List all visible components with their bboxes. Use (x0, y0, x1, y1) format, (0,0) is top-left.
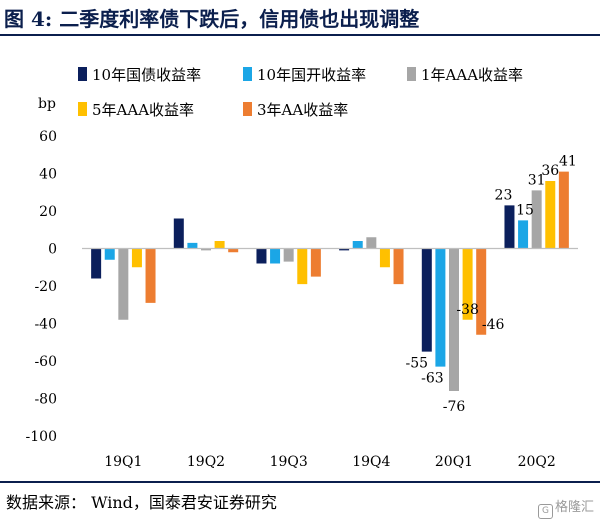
bar (379, 248, 390, 268)
bar (310, 248, 321, 277)
x-axis-ticks: 19Q1 19Q2 19Q3 19Q4 20Q1 20Q2 (104, 454, 556, 470)
legend-swatch-4 (243, 102, 252, 116)
y-tick-label: -100 (26, 429, 57, 445)
bar (366, 237, 377, 249)
bar (518, 220, 529, 249)
bar (187, 242, 198, 249)
watermark: G 格隆汇 (537, 496, 594, 519)
bar (118, 248, 129, 320)
x-tick-label: 19Q4 (352, 454, 390, 470)
y-tick-label: 60 (39, 129, 57, 145)
y-axis-ticks: -100 -80 -60 -40 -20 0 20 40 60 (26, 129, 57, 445)
bar (214, 241, 225, 249)
bars (91, 171, 569, 391)
bar (91, 248, 102, 279)
y-tick-label: -60 (34, 354, 57, 370)
data-label: -76 (443, 399, 466, 415)
bar (352, 241, 363, 249)
bar (435, 248, 446, 367)
footer-divider (0, 481, 600, 483)
title-divider (0, 34, 600, 36)
data-label: -46 (482, 317, 505, 333)
watermark-logo-icon: G (537, 504, 553, 519)
bar (476, 248, 487, 335)
legend: 10年国债收益率 10年国开收益率 1年AAA收益率 5年AAA收益率 3年AA收益率 (78, 66, 523, 119)
legend-swatch-2 (407, 67, 416, 81)
data-label: -55 (406, 356, 429, 372)
source-note: 数据来源： Wind，国泰君安证券研究 (6, 493, 277, 512)
x-tick-label: 20Q1 (435, 454, 473, 470)
y-tick-label: 40 (39, 167, 57, 183)
data-label: -38 (456, 302, 479, 318)
data-label: -63 (421, 371, 444, 387)
bar (393, 248, 404, 285)
bar (228, 248, 239, 253)
bar (297, 248, 308, 285)
x-tick-label: 20Q2 (518, 454, 556, 470)
bar (531, 190, 542, 249)
legend-label-0: 10年国债收益率 (92, 66, 201, 84)
y-tick-label: -20 (34, 279, 57, 295)
bar (339, 248, 350, 251)
y-tick-label: -40 (34, 317, 57, 333)
legend-label-1: 10年国开收益率 (257, 66, 366, 84)
bar (173, 218, 184, 249)
bar (558, 171, 569, 249)
bar (256, 248, 267, 264)
bar (545, 181, 556, 249)
bar (131, 248, 142, 268)
data-label: 31 (528, 172, 546, 188)
legend-label-3: 5年AAA收益率 (92, 101, 194, 119)
legend-swatch-3 (78, 102, 87, 116)
legend-swatch-0 (78, 67, 87, 81)
x-tick-label: 19Q1 (104, 454, 142, 470)
y-tick-label: 0 (48, 242, 57, 258)
bar (145, 248, 156, 303)
data-label: 41 (559, 154, 577, 170)
y-axis-label: bp (38, 96, 56, 112)
bar (421, 248, 432, 352)
bar (504, 205, 515, 249)
legend-label-2: 1年AAA收益率 (421, 66, 523, 84)
watermark-text: 格隆汇 (554, 500, 594, 515)
bar (201, 248, 211, 251)
legend-label-4: 3年AA收益率 (257, 101, 348, 119)
x-tick-label: 19Q2 (187, 454, 225, 470)
x-tick-label: 19Q3 (270, 454, 308, 470)
data-label: 15 (516, 202, 534, 218)
legend-swatch-1 (243, 67, 252, 81)
data-label: 36 (541, 163, 559, 179)
data-label: 23 (495, 187, 513, 203)
bar (104, 248, 115, 260)
bar (270, 248, 281, 264)
y-tick-label: 20 (39, 204, 57, 220)
chart-title: 图 4: 二季度利率债下跌后，信用债也出现调整 (4, 7, 420, 31)
bar (449, 248, 459, 391)
y-tick-label: -80 (34, 392, 57, 408)
bar (462, 248, 473, 320)
bar (283, 248, 294, 262)
